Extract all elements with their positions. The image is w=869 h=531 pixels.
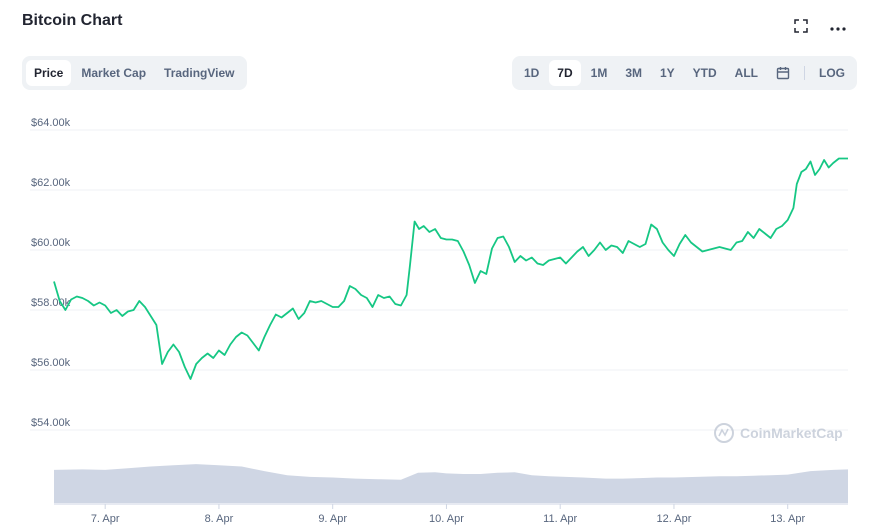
x-tick-label: 7. Apr — [91, 513, 120, 525]
range-all[interactable]: ALL — [734, 66, 758, 80]
coinmarketcap-logo-icon — [714, 423, 734, 443]
range-1m[interactable]: 1M — [590, 66, 608, 80]
view-tab-group: Price Market Cap TradingView — [22, 56, 247, 90]
volume-area — [54, 464, 848, 503]
calendar-icon[interactable] — [768, 60, 798, 86]
page-title: Bitcoin Chart — [22, 12, 123, 29]
y-tick-label: $64.00k — [31, 117, 71, 129]
x-tick-label: 10. Apr — [429, 513, 464, 525]
range-7d[interactable]: 7D — [549, 60, 581, 86]
tab-market-cap[interactable]: Market Cap — [81, 66, 147, 80]
top-toolbar — [793, 18, 847, 38]
log-toggle[interactable]: LOG — [819, 66, 845, 80]
x-tick-label: 9. Apr — [318, 513, 347, 525]
range-separator — [804, 66, 805, 80]
watermark: CoinMarketCap — [714, 423, 843, 443]
x-tick-label: 12. Apr — [657, 513, 692, 525]
x-tick-label: 11. Apr — [543, 513, 577, 525]
range-tab-group: 1D 7D 1M 3M 1Y YTD ALL LOG — [511, 56, 857, 90]
price-line — [53, 157, 848, 380]
y-tick-label: $58.00k — [31, 297, 71, 309]
range-1y[interactable]: 1Y — [659, 66, 675, 80]
range-3m[interactable]: 3M — [625, 66, 642, 80]
more-icon[interactable] — [829, 20, 847, 36]
y-tick-label: $60.00k — [31, 237, 71, 249]
range-ytd[interactable]: YTD — [692, 66, 717, 80]
tab-price[interactable]: Price — [26, 60, 72, 86]
y-tick-label: $56.00k — [31, 357, 71, 369]
fullscreen-icon[interactable] — [793, 18, 809, 38]
x-tick-label: 8. Apr — [205, 513, 234, 525]
watermark-text: CoinMarketCap — [740, 425, 843, 441]
y-tick-label: $54.00k — [31, 417, 71, 429]
tab-tradingview[interactable]: TradingView — [164, 66, 235, 80]
range-1d[interactable]: 1D — [523, 66, 540, 80]
y-tick-label: $62.00k — [31, 177, 71, 189]
x-tick-label: 13. Apr — [770, 513, 805, 525]
